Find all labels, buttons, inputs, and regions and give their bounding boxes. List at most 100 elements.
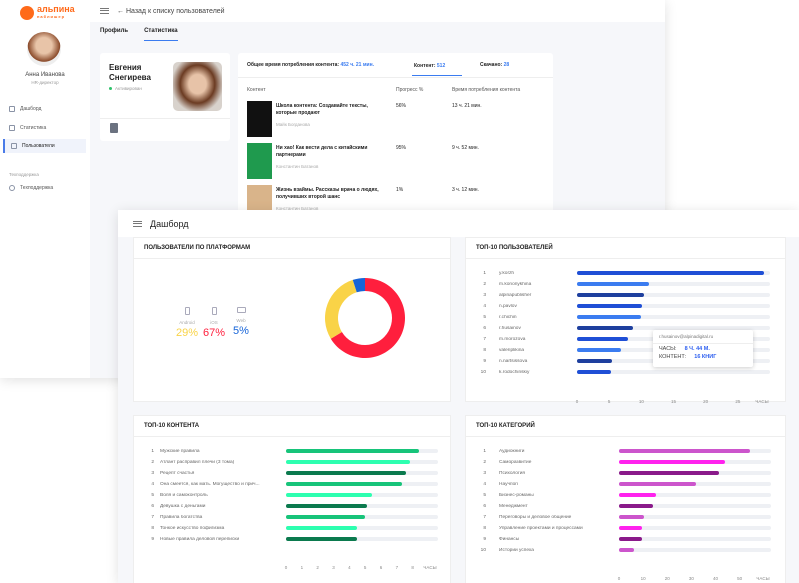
column-header: Время потребления контента: [452, 87, 521, 93]
tab-statistics[interactable]: Статистика: [144, 28, 178, 41]
table-row[interactable]: Школа контента: Создавайте тексты, котор…: [247, 101, 547, 139]
book-author: Константин Батанов: [276, 206, 319, 211]
book-author: Константин Батанов: [276, 164, 319, 169]
bar-row[interactable]: 2 Саморазвитие: [466, 458, 785, 466]
donut-slice-android[interactable]: [325, 279, 357, 339]
x-axis-label: ЧАСЫ: [755, 399, 769, 404]
bar-label: m.morozova: [499, 336, 526, 342]
bar: [619, 460, 726, 464]
bar: [286, 460, 410, 464]
bar-track: [619, 504, 771, 508]
logo-mark-icon: [20, 6, 34, 20]
bar-track: [619, 493, 771, 497]
bar-label: Саморазвитие: [499, 459, 532, 465]
progress-value: 56%: [396, 103, 407, 109]
sidebar-item-label: Статистика: [20, 125, 47, 131]
bar-row[interactable]: 4 Научпоп: [466, 480, 785, 488]
bar-row[interactable]: 7 Правила богатства: [134, 513, 450, 521]
bar-label: Девушка с деньгами: [160, 503, 206, 509]
donut-slice-web[interactable]: [352, 278, 365, 293]
rank: 8: [483, 525, 486, 531]
bar: [577, 326, 633, 330]
bar-row[interactable]: 8 Управление проектами и процессами: [466, 524, 785, 532]
bar-row[interactable]: 1 Мужские правила: [134, 447, 450, 455]
bar-row[interactable]: 10 k.rodochinskiy: [466, 368, 785, 376]
bar-row[interactable]: 6 r.husainov: [466, 324, 785, 332]
platform-label: iOS: [210, 320, 218, 325]
dashboard-window: Дашборд ПОЛЬЗОВАТЕЛИ ПО ПЛАТФОРМАМ Andro…: [118, 210, 799, 583]
x-tick-label: 0: [284, 565, 288, 570]
bar-row[interactable]: 4 n.pavlov: [466, 302, 785, 310]
user-name: Анна Иванова: [25, 72, 65, 78]
bar-row[interactable]: 3 Рецепт счастья: [134, 469, 450, 477]
sidebar-item-support[interactable]: Техподдержка: [3, 181, 86, 195]
sidebar-item-dashboard[interactable]: Дашборд: [3, 102, 86, 116]
rank: 6: [483, 325, 486, 331]
menu-icon[interactable]: [100, 8, 109, 14]
bar-label: Атлант расправил плечи (3 тома): [160, 459, 235, 465]
bar: [619, 537, 643, 541]
bar-label: Истории успеха: [499, 547, 534, 553]
bar-row[interactable]: 1 y.korzh: [466, 269, 785, 277]
book-title: Школа контента: Создавайте тексты, котор…: [276, 103, 368, 116]
tab-downloads[interactable]: Скачано: 28: [480, 62, 510, 68]
bar-track: [286, 449, 438, 453]
tab-content[interactable]: Контент: 512: [412, 63, 462, 76]
bar-row[interactable]: 2 m.kononykhina: [466, 280, 785, 288]
bar: [577, 348, 621, 352]
rank: 3: [151, 470, 154, 476]
bar-row[interactable]: 6 Девушка с деньгами: [134, 502, 450, 510]
rank: 8: [483, 347, 486, 353]
time-value: 9 ч. 52 мин.: [452, 145, 479, 151]
bar-row[interactable]: 5 Воля и самоконтроль: [134, 491, 450, 499]
bar-track: [286, 482, 438, 486]
rank: 5: [483, 314, 486, 320]
bar-row[interactable]: 6 Менеджмент: [466, 502, 785, 510]
menu-icon[interactable]: [133, 220, 142, 227]
donut-slice-ios[interactable]: [330, 278, 405, 358]
sidebar-item-label: Техподдержка: [20, 185, 54, 191]
platform-ios: iOS 67%: [203, 307, 225, 339]
bar-row[interactable]: 5 r.chichin: [466, 313, 785, 321]
rank: 9: [483, 358, 486, 364]
bar-row[interactable]: 7 Переговоры и деловое общение: [466, 513, 785, 521]
bar-row[interactable]: 3 Психология: [466, 469, 785, 477]
x-tick-label: 0: [617, 576, 621, 581]
bar-label: Бизнес-романы: [499, 492, 534, 498]
bar-label: Правила богатства: [160, 514, 203, 520]
x-axis-label: ЧАСЫ: [756, 576, 770, 581]
x-tick-label: 25: [735, 399, 741, 404]
back-link[interactable]: ← Назад к списку пользователей: [117, 7, 225, 15]
bar-row[interactable]: 1 Аудиокниги: [466, 447, 785, 455]
x-tick-label: 15: [670, 399, 677, 404]
bar: [619, 504, 654, 508]
bar-label: alpinapublisher: [499, 292, 532, 298]
bar-row[interactable]: 10 Истории успеха: [466, 546, 785, 554]
rank: 2: [483, 281, 486, 287]
bar-label: valeriplikina: [499, 347, 525, 353]
x-axis-label: ЧАСЫ: [423, 565, 437, 570]
bar: [286, 504, 367, 508]
bar-row[interactable]: 9 Финансы: [466, 535, 785, 543]
trash-icon[interactable]: [110, 123, 118, 133]
profile-photo: [173, 62, 222, 111]
bar-row[interactable]: 4 Она смеется, как мать. Могущество и пр…: [134, 480, 450, 488]
bar-row[interactable]: 9 Новые правила деловой переписки: [134, 535, 450, 543]
tab-profile[interactable]: Профиль: [100, 28, 129, 34]
sidebar-item-users[interactable]: Пользователи: [3, 139, 86, 153]
sidebar-item-statistics[interactable]: Статистика: [3, 121, 86, 135]
table-row[interactable]: Ни хао! Как вести дела с китайскими парт…: [247, 143, 547, 181]
logo[interactable]: альпина паблишер: [20, 5, 75, 21]
bar-label: Воля и самоконтроль: [160, 492, 208, 498]
bar-track: [619, 526, 771, 530]
profile-name: Евгения Снегирева: [109, 63, 151, 82]
tooltip-email: r.husainov@alpinadigital.ru: [653, 330, 753, 344]
bar-row[interactable]: 2 Атлант расправил плечи (3 тома): [134, 458, 450, 466]
x-tick-label: 10: [640, 576, 646, 581]
bar-row[interactable]: 5 Бизнес-романы: [466, 491, 785, 499]
rank: 10: [480, 369, 486, 375]
bar-row[interactable]: 8 Тонкое искусство пофигизма: [134, 524, 450, 532]
sidebar-item-label: Пользователи: [22, 143, 55, 149]
bar: [619, 515, 645, 519]
bar-row[interactable]: 3 alpinapublisher: [466, 291, 785, 299]
